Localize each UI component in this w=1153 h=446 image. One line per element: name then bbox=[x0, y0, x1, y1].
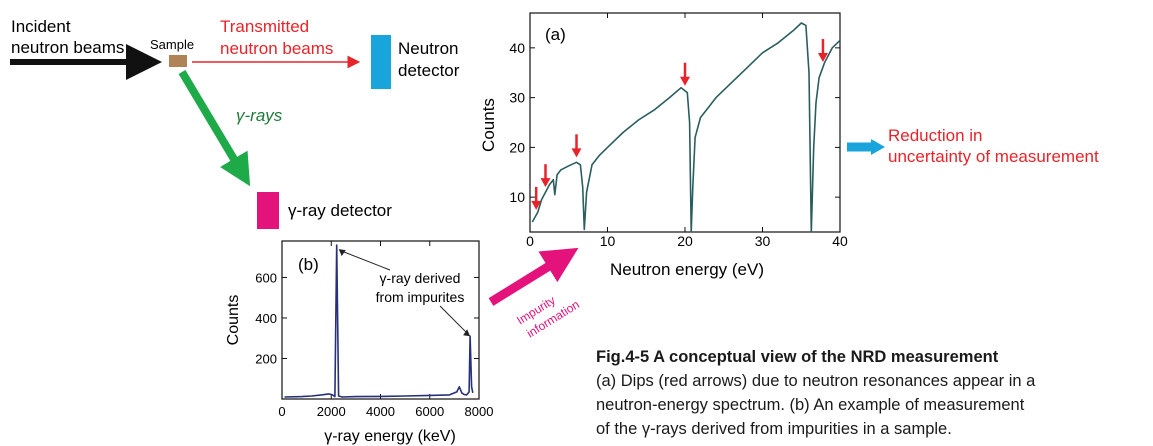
dip-arrow-head bbox=[531, 200, 542, 210]
y-tick-label: 10 bbox=[509, 189, 525, 205]
annotation-arrow bbox=[439, 305, 468, 334]
chart-b-panel-label: (b) bbox=[298, 255, 319, 274]
y-tick-label: 200 bbox=[255, 351, 277, 366]
neutron-detector-label-line2: detector bbox=[398, 61, 460, 80]
y-tick-label: 600 bbox=[255, 270, 277, 285]
chart-a-xlabel: Neutron energy (eV) bbox=[610, 260, 764, 279]
x-tick-label: 30 bbox=[755, 233, 771, 249]
impurity-info-arrow bbox=[488, 247, 579, 306]
series-line bbox=[284, 244, 474, 398]
neutron-energy-chart: (a) Neutron energy (eV) Counts 0 10 20 30 40… bbox=[479, 12, 848, 279]
gamma-rays-label: γ-rays bbox=[236, 106, 283, 125]
transmitted-label-line1: Transmitted bbox=[220, 17, 309, 36]
chart-b-ylabel: Counts bbox=[225, 295, 242, 346]
y-tick-label: 20 bbox=[509, 139, 525, 155]
incident-label-line1: Incident bbox=[11, 17, 71, 36]
transmitted-label-line2: neutron beams bbox=[220, 39, 333, 58]
dip-arrow-head bbox=[817, 53, 828, 63]
gamma-detector-label: γ-ray detector bbox=[288, 201, 392, 220]
sample-block bbox=[169, 55, 187, 67]
y-tick-label: 30 bbox=[509, 90, 525, 106]
x-tick-label: 0 bbox=[278, 404, 285, 419]
dip-arrow-head bbox=[680, 76, 690, 86]
x-tick-label: 4000 bbox=[366, 404, 395, 419]
series-line bbox=[531, 22, 841, 233]
sample-label: Sample bbox=[150, 37, 194, 52]
x-tick-label: 8000 bbox=[465, 404, 494, 419]
caption-line-3: of the γ-rays derived from impurities in… bbox=[596, 420, 952, 438]
dip-arrow-head bbox=[571, 148, 582, 158]
incident-label-line2: neutron beams bbox=[11, 38, 124, 57]
x-tick-label: 40 bbox=[832, 233, 848, 249]
chart-b-xlabel: γ-ray energy (keV) bbox=[324, 428, 456, 445]
caption-line-2: neutron-energy spectrum. (b) An example … bbox=[596, 396, 1025, 414]
reduction-arrow-head bbox=[871, 139, 885, 155]
chart-b-annotation-line1: γ-ray derived bbox=[380, 270, 461, 286]
chart-b-annotation-line2: from impurites bbox=[376, 289, 465, 305]
x-tick-label: 2000 bbox=[317, 404, 346, 419]
caption-title: Fig.4-5 A conceptual view of the NRD mea… bbox=[596, 348, 999, 366]
annotation-arrow-head bbox=[463, 329, 471, 337]
chart-a-ylabel: Counts bbox=[479, 98, 498, 152]
reduction-label-line2: uncertainty of measurement bbox=[888, 147, 1099, 166]
chart-frame bbox=[529, 12, 841, 233]
x-tick-label: 0 bbox=[526, 233, 534, 249]
annotation-arrow bbox=[341, 250, 391, 271]
y-tick-label: 40 bbox=[509, 40, 525, 56]
y-tick-label: 400 bbox=[255, 311, 277, 326]
x-tick-label: 20 bbox=[677, 233, 693, 249]
gamma-ray-detector bbox=[257, 192, 279, 229]
dip-arrow-head bbox=[540, 178, 551, 188]
x-tick-label: 6000 bbox=[415, 404, 444, 419]
neutron-detector bbox=[371, 35, 391, 89]
annotation-arrow-head bbox=[338, 249, 346, 257]
gamma-energy-chart: (b) γ-ray energy (keV) Counts γ-ray deri… bbox=[225, 240, 494, 445]
caption-line-1: (a) Dips (red arrows) due to neutron res… bbox=[596, 372, 1036, 390]
reduction-label-line1: Reduction in bbox=[888, 126, 983, 145]
neutron-detector-label-line1: Neutron bbox=[398, 39, 458, 58]
x-tick-label: 10 bbox=[600, 233, 616, 249]
gamma-ray-arrow bbox=[178, 69, 251, 187]
chart-a-panel-label: (a) bbox=[545, 25, 566, 44]
